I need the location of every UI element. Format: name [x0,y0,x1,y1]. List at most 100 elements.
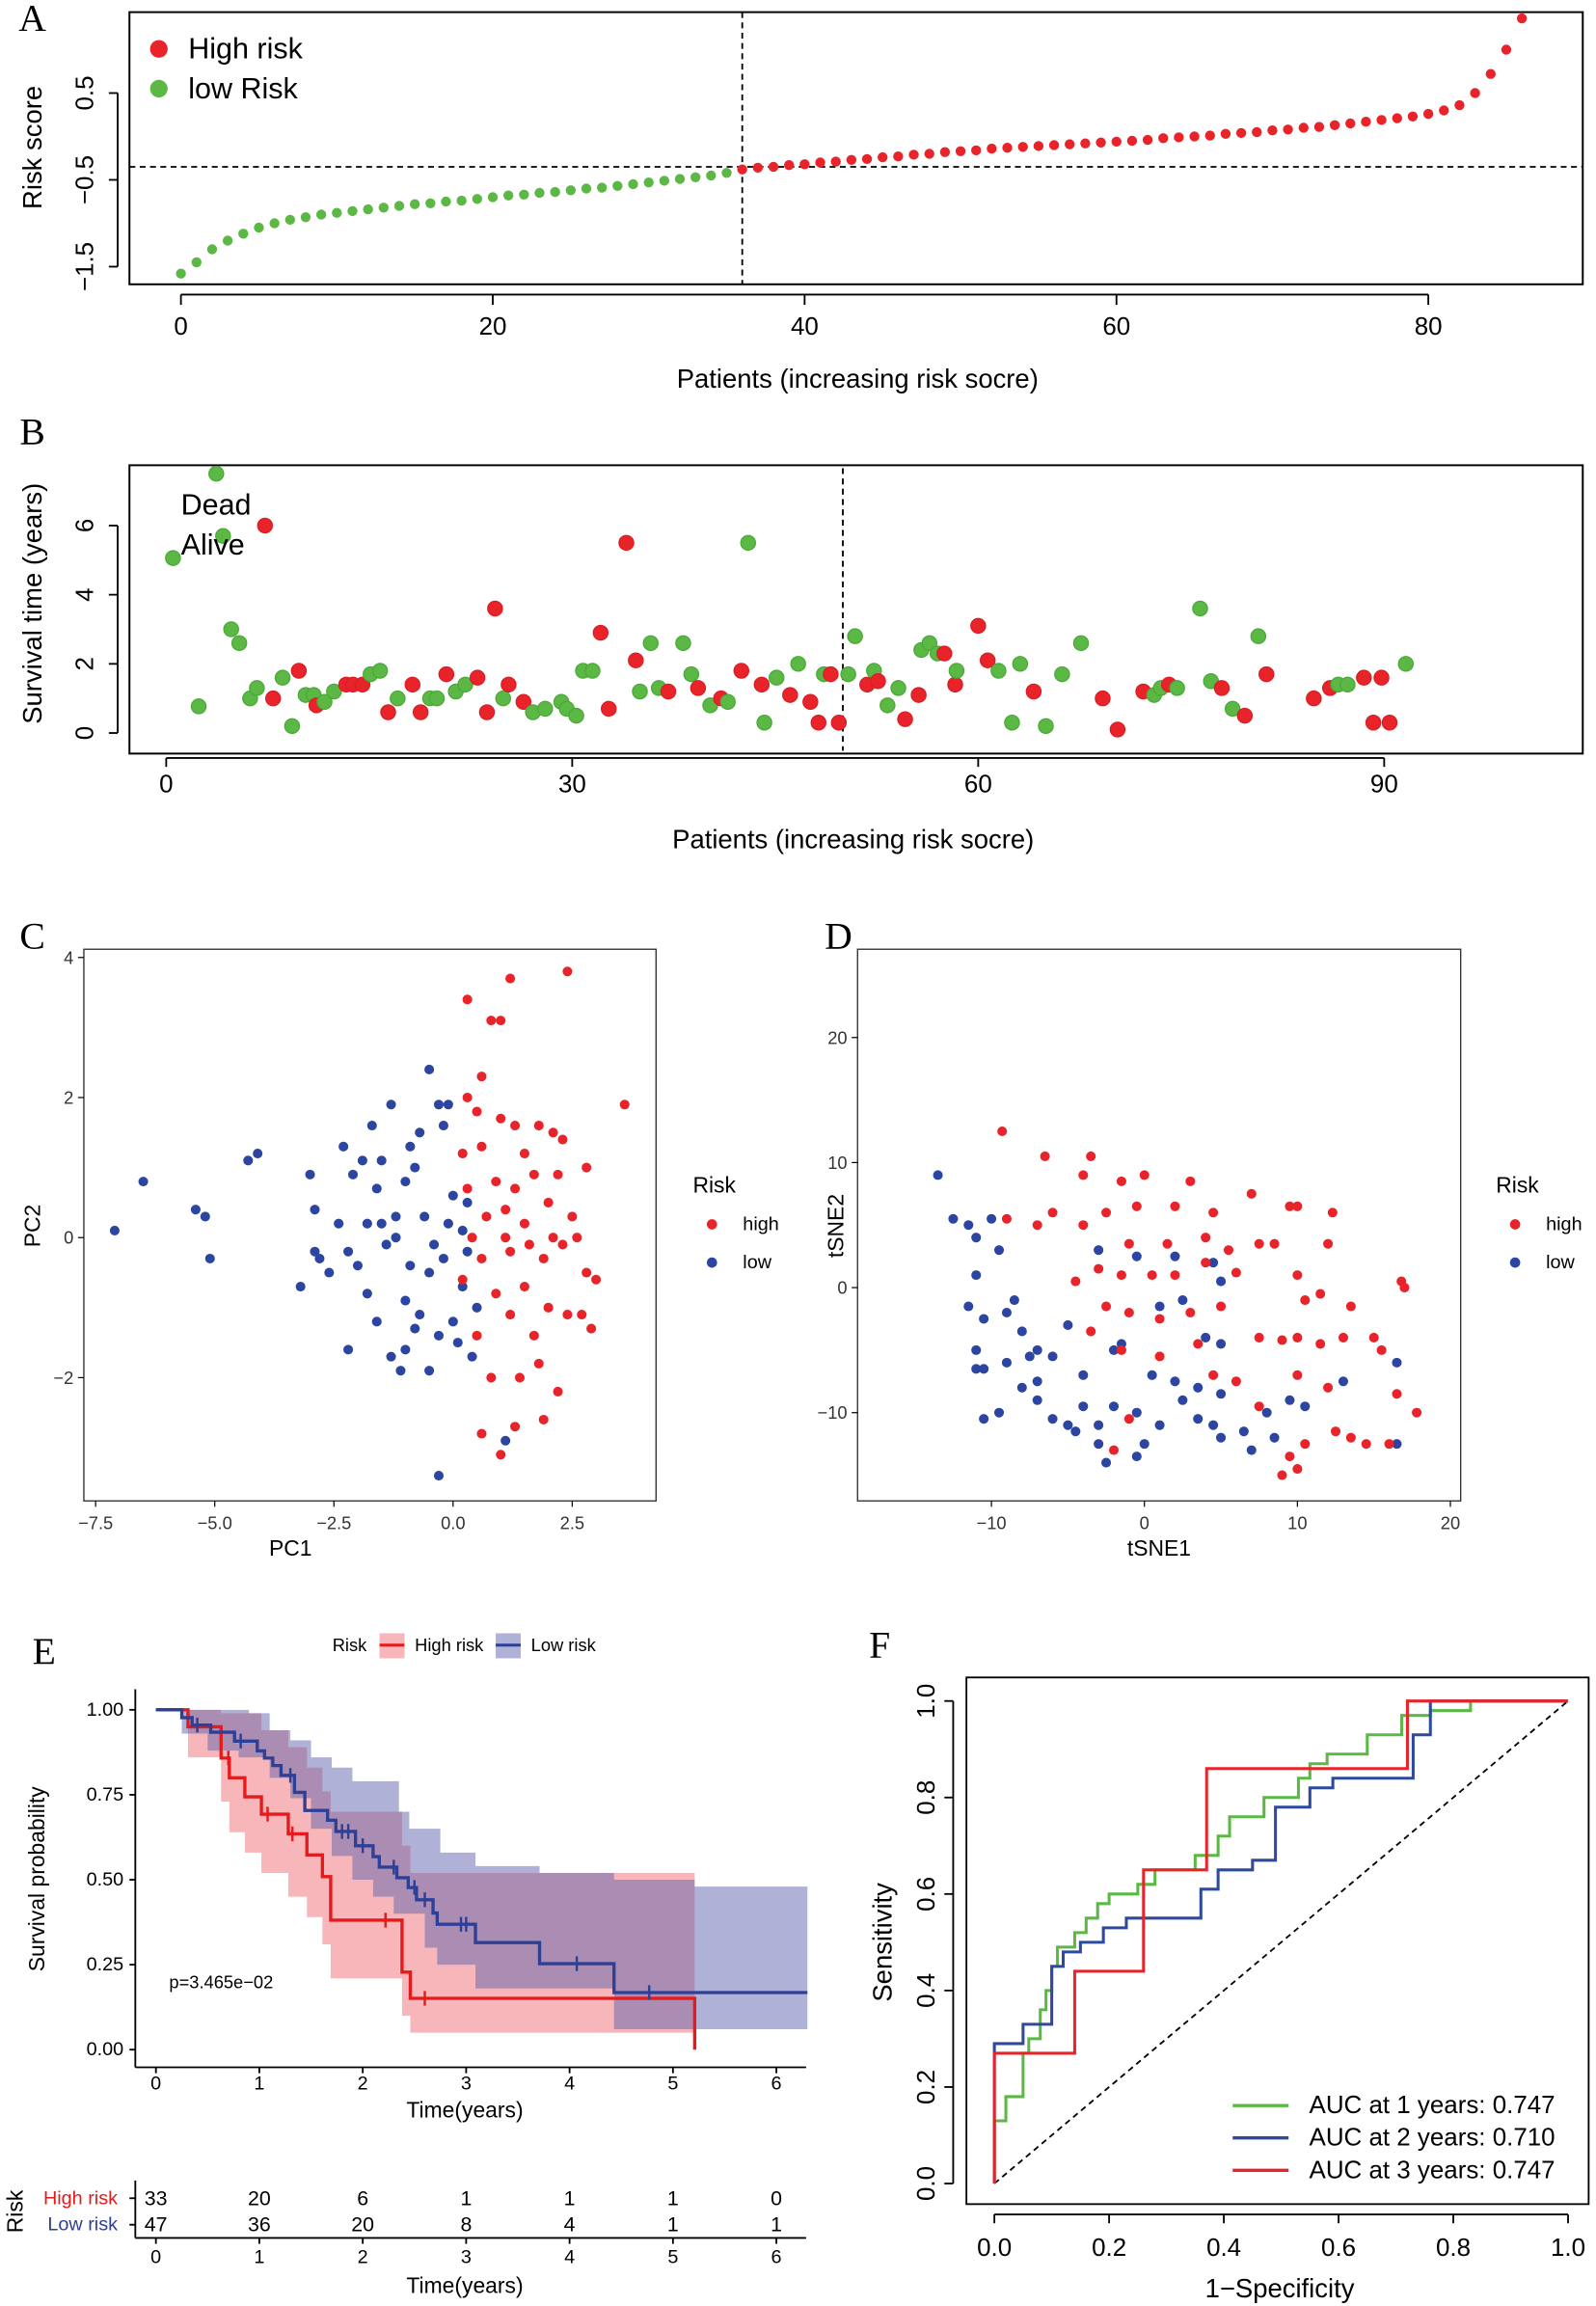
high-risk-point [557,1134,568,1145]
low-risk-point [1147,1370,1157,1380]
high-risk-point [1269,1238,1280,1249]
at-risk-count: 8 [460,2213,472,2237]
dead-patient-point [910,687,927,703]
legend-label-low: low [743,1252,771,1273]
low-risk-point [1201,1332,1211,1343]
low-risk-point [378,203,389,213]
high-risk-point [1315,1339,1326,1349]
high-risk-point [1080,138,1091,149]
low-risk-point [534,187,545,199]
dead-patient-point [1356,669,1372,686]
high-risk-point [1384,1439,1394,1450]
alive-patient-point [756,715,772,731]
high-risk-point [768,161,779,173]
at-risk-count: 1 [564,2186,576,2210]
high-risk-point [553,1169,563,1180]
alive-patient-point [584,663,601,679]
low-risk-point [357,1155,367,1166]
high-risk-point [1111,136,1122,148]
high-risk-point [1201,1258,1211,1268]
low-risk-point [1170,1376,1180,1387]
dead-patient-point [782,687,798,703]
dead-patient-point [830,715,848,731]
high-risk-point [1017,142,1028,152]
table-x-tick-label: 5 [667,2246,678,2267]
high-risk-point [619,1099,630,1110]
x-tick-label: −10 [977,1513,1007,1533]
low-risk-point [1177,1295,1188,1306]
legend-label-alive: Alive [181,529,245,561]
low-risk-point [1216,1276,1227,1287]
x-tick-label: −7.5 [78,1513,113,1533]
x-tick-label: −2.5 [316,1513,351,1533]
high-risk-point [1154,1351,1165,1362]
low-risk-point [138,1177,149,1187]
high-risk-point [1329,120,1340,130]
high-risk-point [1185,1176,1196,1186]
high-risk-point [1116,1270,1126,1281]
high-risk-point [582,1267,592,1278]
low-risk-point [1032,1344,1042,1355]
x-tick-label: 60 [1102,313,1130,340]
high-risk-point [939,147,951,157]
high-risk-point [1323,1238,1334,1249]
low-risk-point [1208,1258,1219,1268]
high-risk-point [562,1310,573,1320]
low-risk-point [1016,1382,1027,1393]
y-tick-label: 0.75 [87,1784,124,1805]
high-risk-point [1412,1407,1422,1418]
low-risk-point [400,1344,411,1355]
low-risk-point [1094,1420,1104,1430]
low-risk-point [948,1213,959,1224]
low-risk-point [269,218,280,229]
legend-marker-low [706,1257,717,1268]
low-risk-point [643,176,654,188]
low-risk-point [979,1364,989,1374]
high-risk-point [799,159,810,170]
y-tick-label: 10 [827,1153,847,1173]
low-risk-point [1139,1439,1150,1450]
high-risk-point [519,1281,529,1292]
table-x-tick-label: 1 [254,2246,264,2267]
low-risk-point [254,222,264,233]
high-risk-point [1338,1332,1348,1343]
high-risk-point [1123,1414,1134,1424]
alive-patient-point [428,690,446,707]
y-tick-label: 0.25 [87,1954,124,1975]
low-risk-point [1024,1351,1035,1362]
low-risk-point [222,235,233,246]
dead-patient-point [1365,715,1382,731]
high-risk-point [538,1414,549,1425]
low-risk-point [324,1267,335,1278]
roc-curve [992,1699,1569,2184]
y-axis-label: PC2 [20,1205,45,1248]
high-risk-point [1139,1170,1150,1180]
low-risk-point [395,1366,406,1376]
high-risk-point [1361,1439,1371,1450]
low-risk-point [472,1302,482,1313]
high-risk-point [486,1016,497,1026]
low-risk-point [487,192,499,203]
high-risk-point [1116,1344,1126,1355]
low-risk-point [338,1141,349,1152]
y-tick-label: 0.0 [913,2166,940,2201]
high-risk-point [1040,1151,1050,1161]
high-risk-point [1101,1207,1112,1218]
high-risk-point [1361,117,1371,127]
alive-patient-point [1224,700,1241,718]
low-risk-point [1392,1439,1402,1450]
high-risk-point [1345,118,1356,129]
high-risk-point [538,1253,549,1264]
high-risk-point [1158,133,1169,144]
at-risk-count: 36 [248,2213,271,2237]
high-risk-point [1070,1276,1081,1287]
dead-patient-point [1258,665,1275,683]
low-risk-point [706,170,717,181]
table-x-tick-label: 0 [150,2246,161,2267]
low-risk-point [1063,1420,1073,1430]
high-risk-point [572,1233,582,1243]
legend-label-low: low [1546,1252,1575,1273]
alive-patient-point [683,665,700,683]
at-risk-count: 20 [351,2213,374,2237]
table-x-tick-label: 6 [771,2246,782,2267]
